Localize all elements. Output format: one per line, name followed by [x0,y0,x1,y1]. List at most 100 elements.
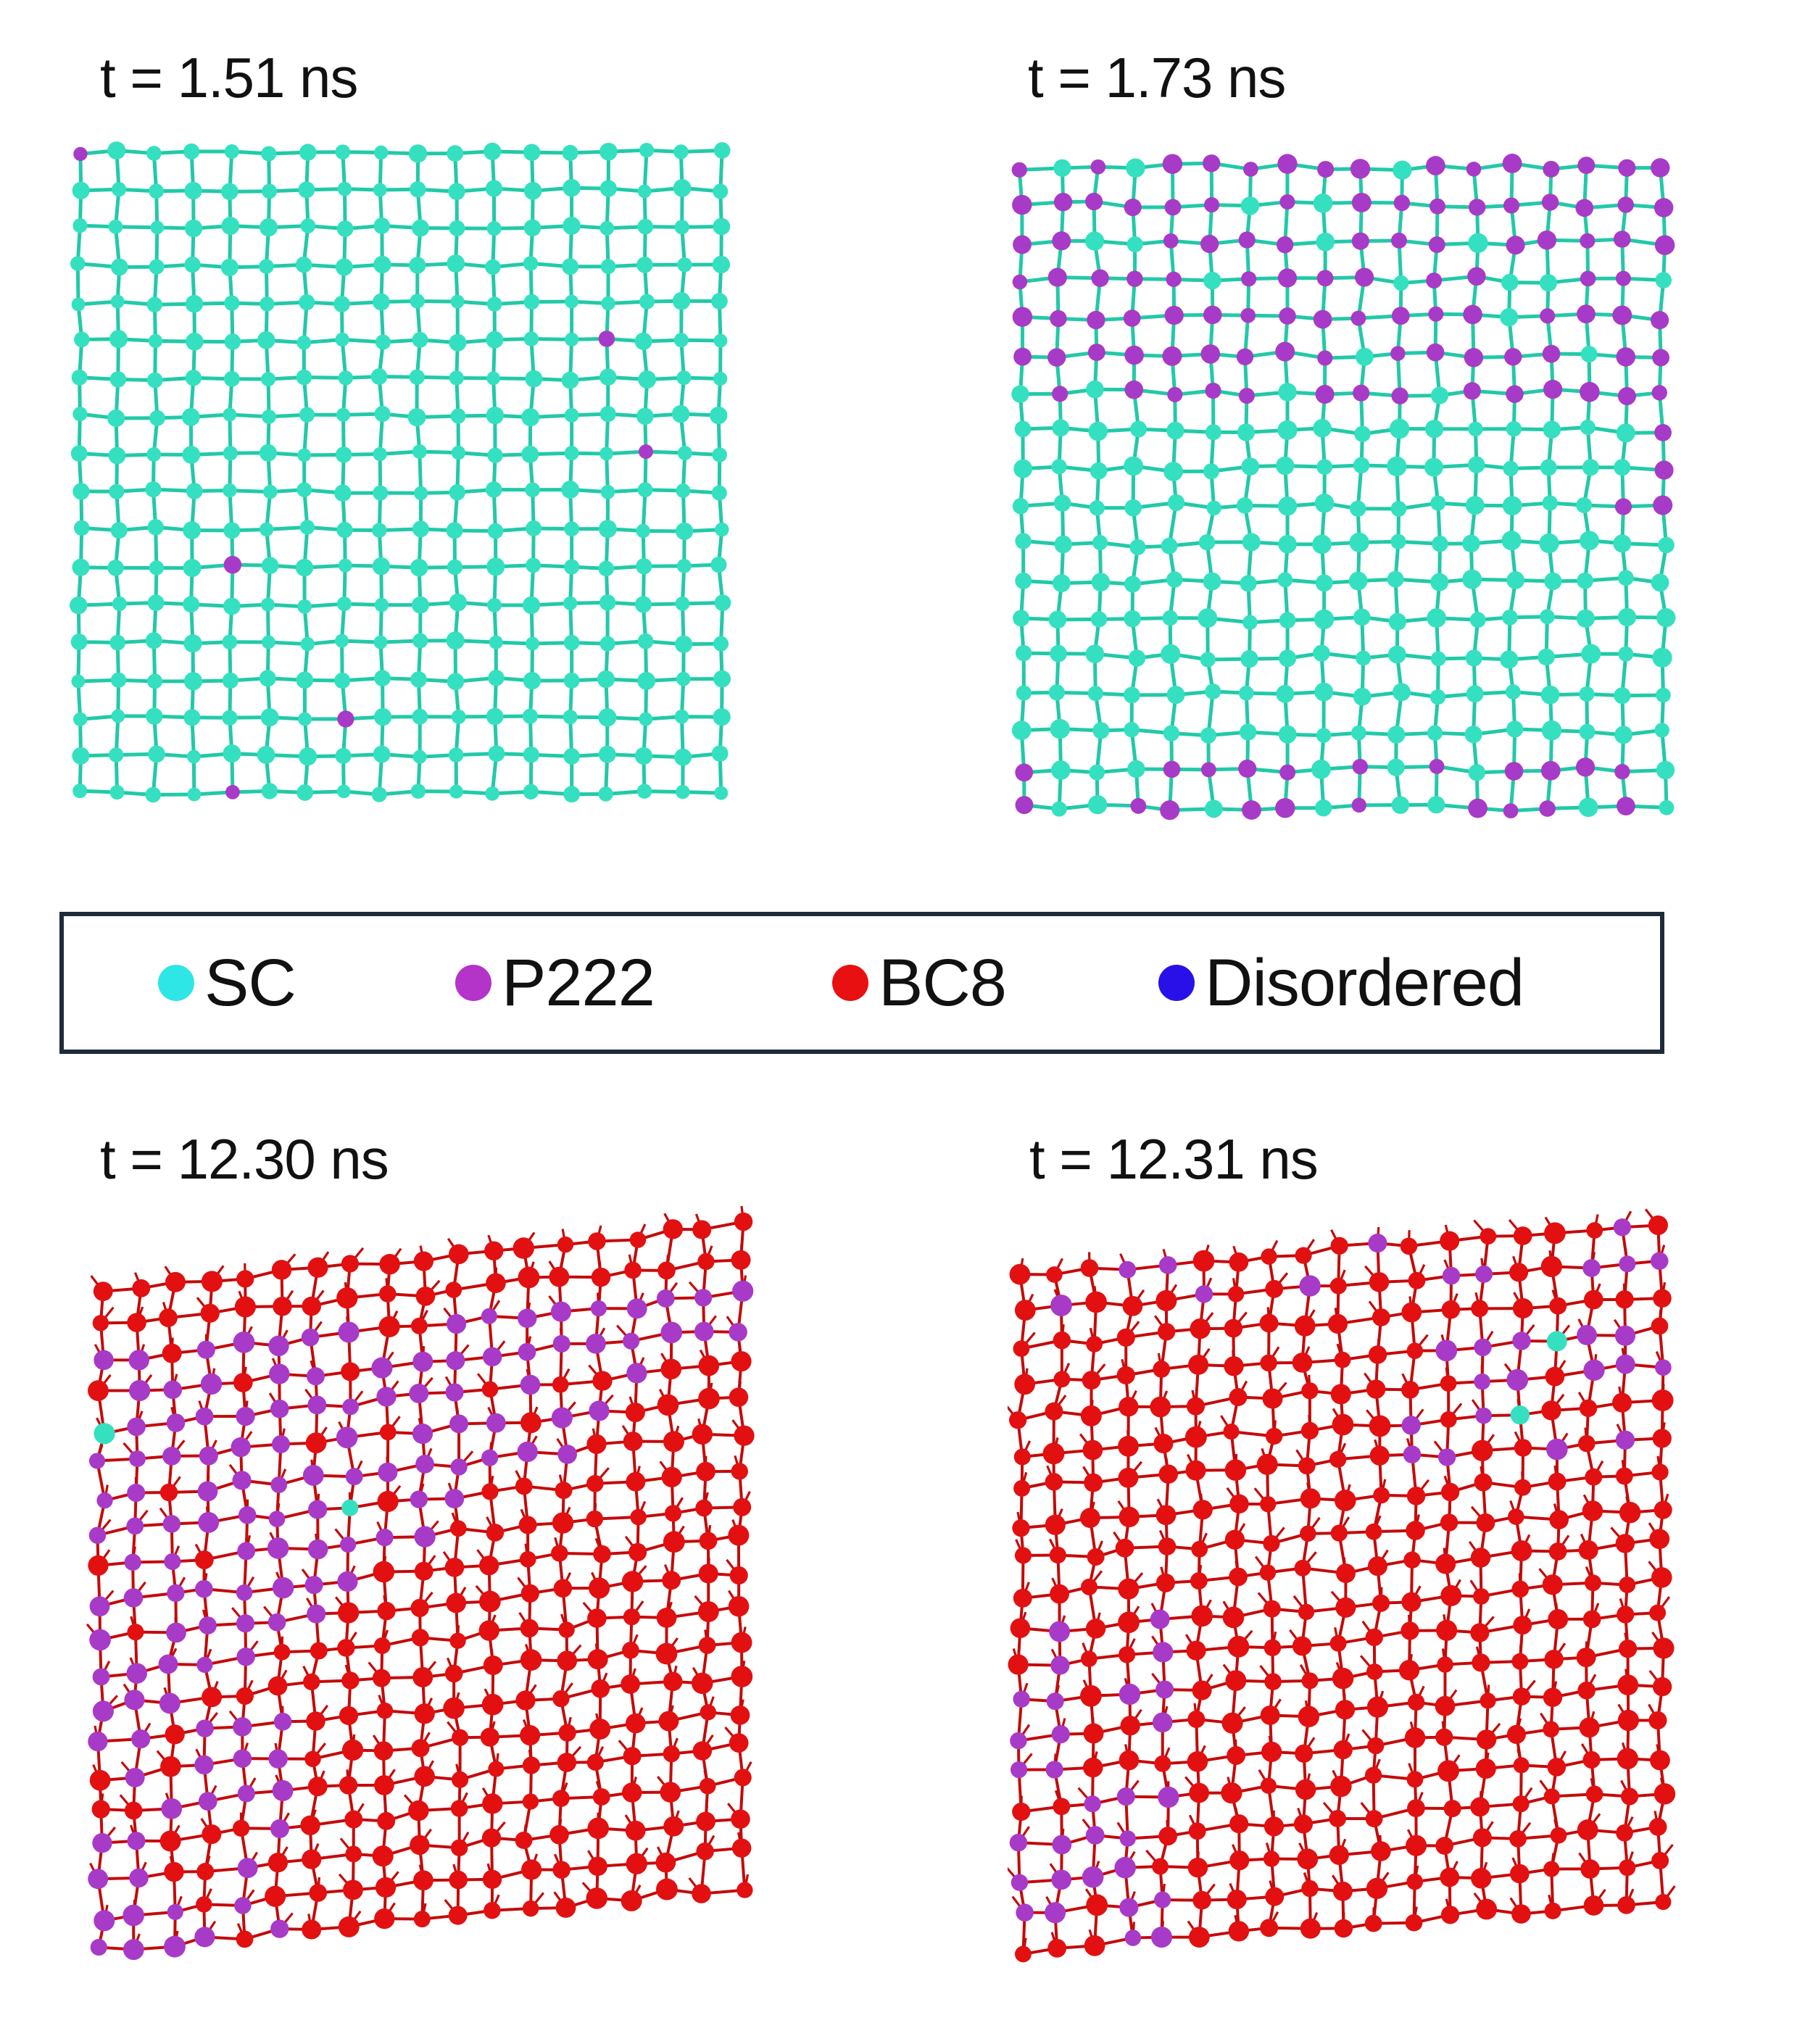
atom [1014,1300,1036,1321]
atom [1545,1366,1565,1387]
atom [1051,459,1067,475]
atom [338,1916,360,1937]
atom [488,670,505,686]
atom [1372,1594,1390,1612]
atom [1544,1222,1566,1245]
atom [1388,612,1407,631]
atom [93,1281,113,1302]
atom [300,1815,320,1836]
atom [91,1800,110,1819]
atom [1650,1252,1669,1270]
atom [199,1616,217,1634]
atom [164,1553,181,1571]
atom [74,520,90,536]
atom [268,1511,286,1527]
atom [1294,1315,1316,1337]
atom [1261,1248,1277,1265]
atom [412,331,428,348]
atom [1615,1290,1634,1309]
atom [165,1724,185,1745]
atom [711,745,729,763]
atom [335,144,351,160]
atom [1229,1567,1248,1587]
atom [308,1500,328,1519]
atom [1119,1397,1139,1417]
atom [223,407,237,422]
atom [1387,758,1405,776]
atom [374,1775,394,1795]
atom [1016,1903,1034,1922]
atom [1013,1479,1031,1497]
atom [74,331,90,348]
atom [552,1334,570,1353]
atom [125,1767,145,1787]
atom [1656,687,1671,703]
atom [1200,727,1217,744]
atom [1406,1342,1424,1359]
atom [638,370,657,389]
atom [1010,1761,1028,1779]
atom [1300,1421,1319,1440]
atom [1616,1824,1633,1842]
atom [336,522,353,539]
atom [1013,610,1030,627]
atom [198,1512,220,1533]
atom [1154,1891,1171,1908]
atom [1653,1783,1676,1805]
atom [234,1296,257,1318]
atom [233,1749,252,1768]
atom [1227,1286,1245,1303]
atom [1391,232,1407,249]
atom [486,1524,505,1542]
atom [1472,1588,1490,1605]
atom [221,183,238,201]
atom [598,745,616,763]
atom [341,1255,360,1273]
atom [1429,758,1445,774]
atom [73,712,88,726]
atom [1124,345,1144,365]
atom [1191,1540,1208,1558]
atom [598,708,617,727]
atom [1013,1340,1030,1358]
atom [1649,1750,1670,1771]
atom [1367,1737,1385,1755]
atom [589,1400,610,1421]
atom [415,1455,434,1474]
atom [223,446,238,461]
atom [1316,232,1335,252]
atom [1015,763,1034,782]
atom [410,1317,428,1334]
atom [446,1351,465,1371]
atom [1187,1710,1206,1728]
atom [1334,1919,1353,1938]
atom [195,1407,214,1426]
atom [696,1842,714,1861]
atom [1387,456,1407,477]
atom [111,709,125,723]
atom [149,410,165,426]
atom [486,1413,506,1433]
atom [729,1323,747,1342]
atom [164,1861,184,1882]
atom [488,745,505,763]
atom [449,784,463,799]
atom [413,486,428,501]
atom [1651,1317,1669,1335]
atom [482,1869,502,1889]
atom [127,1624,144,1641]
atom [698,1637,716,1654]
atom [200,1373,223,1395]
atom [73,146,88,162]
atom [307,1395,327,1415]
atom [129,1868,149,1888]
atom [1542,495,1558,511]
atom [1391,307,1410,325]
atom [1051,801,1067,817]
atom [484,1902,501,1919]
atom [563,217,581,235]
atom [697,1252,715,1271]
atom [1278,383,1297,402]
atom [1406,1487,1426,1505]
atom [1051,760,1071,780]
